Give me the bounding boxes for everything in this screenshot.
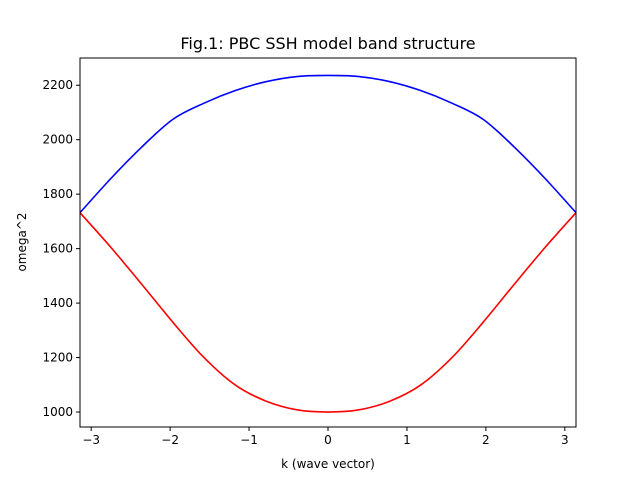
- x-tick-label: −2: [161, 433, 179, 447]
- y-tick-label: 1600: [42, 242, 73, 256]
- y-tick-label: 1800: [42, 187, 73, 201]
- x-tick-label: 3: [561, 433, 569, 447]
- y-axis-label: omega^2: [15, 212, 29, 271]
- x-tick-label: 2: [482, 433, 490, 447]
- x-tick-label: 0: [324, 433, 332, 447]
- chart-title: Fig.1: PBC SSH model band structure: [180, 34, 475, 53]
- y-tick-label: 1200: [42, 351, 73, 365]
- x-tick-label: 1: [403, 433, 411, 447]
- series-line-2: [79, 212, 577, 413]
- x-tick-label: −3: [82, 433, 100, 447]
- x-axis-label: k (wave vector): [281, 457, 375, 471]
- plot-area: −3 −2 −1 0 1 2 3 1000 1200 1400 1600 1800 2000 2200: [42, 57, 577, 447]
- series-line-1: [79, 74, 577, 214]
- y-tick-label: 2200: [42, 78, 73, 92]
- x-tick-label: −1: [240, 433, 258, 447]
- y-tick-label: 2000: [42, 133, 73, 147]
- y-tick-label: 1400: [42, 296, 73, 310]
- y-tick-label: 1000: [42, 405, 73, 419]
